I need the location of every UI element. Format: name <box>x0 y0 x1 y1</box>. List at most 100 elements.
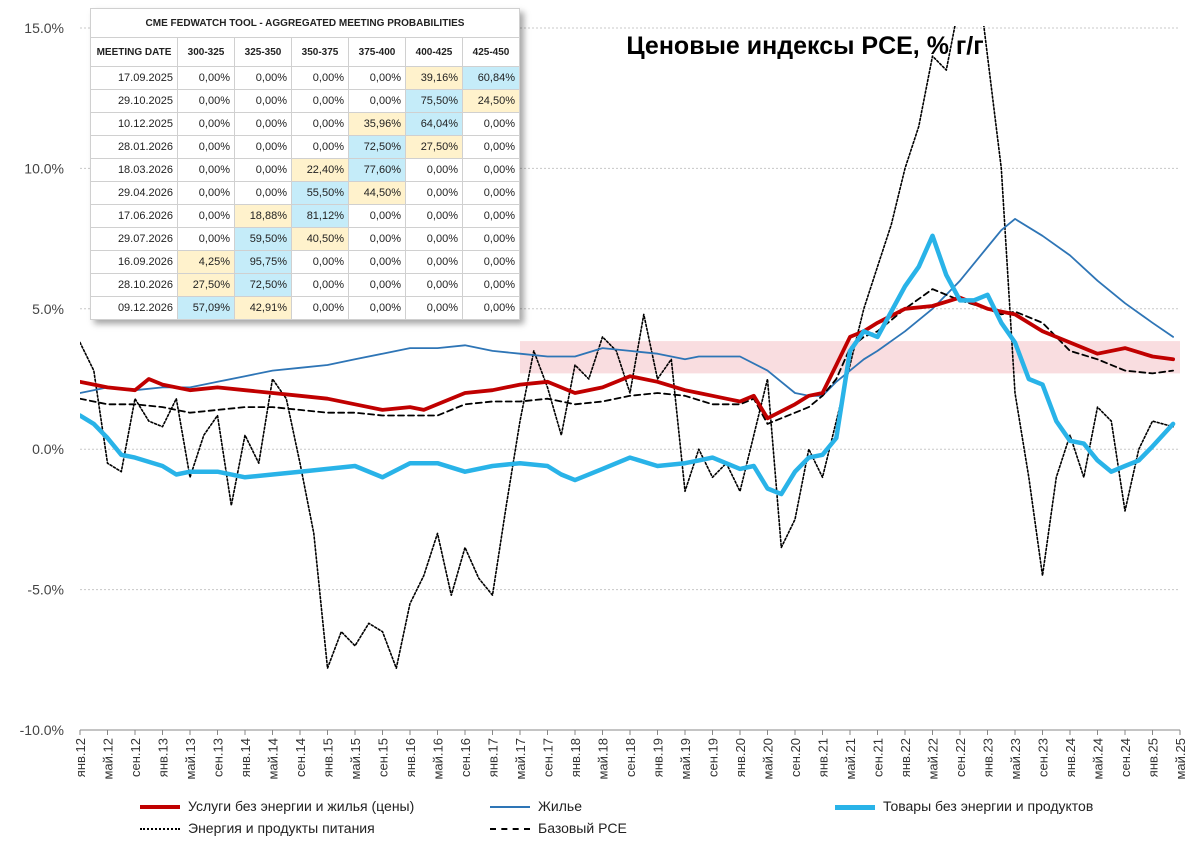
probability-cell: 44,50% <box>348 181 406 205</box>
table-row: 28.01.2026 0,00% 0,00% 0,00% 72,50% 27,50% 0,0… <box>90 135 520 159</box>
probability-cell: 0,00% <box>405 158 463 182</box>
legend-goods-label: Товары без энергии и продуктов <box>883 798 1094 814</box>
legend-core-swatch <box>490 828 530 831</box>
probability-cell: 72,50% <box>234 273 292 297</box>
header-325-350: 325-350 <box>234 37 292 67</box>
legend-services-label: Услуги без энергии и жилья (цены) <box>188 798 415 814</box>
y-tick-label: 0.0% <box>32 441 64 457</box>
x-tick-label: сен.19 <box>706 738 721 777</box>
meeting-date-cell: 17.09.2025 <box>90 66 178 90</box>
x-tick-label: май.25 <box>1173 738 1188 780</box>
x-tick-label: май.17 <box>513 738 528 780</box>
meeting-date-cell: 28.10.2026 <box>90 273 178 297</box>
meeting-date-cell: 29.07.2026 <box>90 227 178 251</box>
probability-cell: 0,00% <box>405 181 463 205</box>
header-350-375: 350-375 <box>291 37 349 67</box>
probability-cell: 0,00% <box>405 227 463 251</box>
table-row: 29.07.2026 0,00% 59,50% 40,50% 0,00% 0,00% 0,0… <box>90 227 520 251</box>
probability-cell: 0,00% <box>348 66 406 90</box>
probability-cell: 0,00% <box>291 66 349 90</box>
probability-cell: 18,88% <box>234 204 292 228</box>
table-row: 18.03.2026 0,00% 0,00% 22,40% 77,60% 0,00% 0,0… <box>90 158 520 182</box>
x-tick-label: сен.15 <box>376 738 391 777</box>
x-tick-label: янв.19 <box>651 738 666 777</box>
header-meeting-date: MEETING DATE <box>90 37 178 67</box>
x-tick-label: май.12 <box>101 738 116 780</box>
probability-cell: 42,91% <box>234 296 292 320</box>
probability-cell: 0,00% <box>177 204 235 228</box>
header-425-450: 425-450 <box>462 37 520 67</box>
probability-cell: 0,00% <box>348 227 406 251</box>
probability-cell: 27,50% <box>405 135 463 159</box>
table-row: 29.10.2025 0,00% 0,00% 0,00% 0,00% 75,50% 24,5… <box>90 89 520 113</box>
probability-cell: 0,00% <box>405 273 463 297</box>
probability-cell: 0,00% <box>348 204 406 228</box>
x-tick-label: сен.21 <box>871 738 886 777</box>
fedwatch-table: CME FEDWATCH TOOL - AGGREGATED MEETING P… <box>90 8 520 320</box>
probability-cell: 0,00% <box>177 89 235 113</box>
probability-cell: 0,00% <box>462 273 520 297</box>
table-row: 29.04.2026 0,00% 0,00% 55,50% 44,50% 0,00% 0,0… <box>90 181 520 205</box>
x-tick-label: май.13 <box>183 738 198 780</box>
y-tick-label: 10.0% <box>24 160 64 176</box>
x-tick-label: янв.13 <box>156 738 171 777</box>
legend-housing-swatch <box>490 806 530 809</box>
probability-cell: 72,50% <box>348 135 406 159</box>
legend-services-swatch <box>140 805 180 810</box>
probability-cell: 0,00% <box>348 89 406 113</box>
x-tick-label: май.18 <box>596 738 611 780</box>
meeting-date-cell: 29.10.2025 <box>90 89 178 113</box>
series-line-energy <box>80 26 1174 670</box>
probability-cell: 0,00% <box>234 66 292 90</box>
probability-cell: 0,00% <box>405 296 463 320</box>
probability-cell: 81,12% <box>291 204 349 228</box>
meeting-date-cell: 09.12.2026 <box>90 296 178 320</box>
probability-cell: 0,00% <box>405 250 463 274</box>
chart-title: Ценовые индексы PCE, % г/г <box>626 32 984 60</box>
legend-services: Услуги без энергии и жилья (цены) <box>140 798 414 814</box>
probability-cell: 0,00% <box>234 181 292 205</box>
probability-cell: 0,00% <box>348 273 406 297</box>
probability-cell: 0,00% <box>177 227 235 251</box>
legend-energy-swatch <box>140 828 180 831</box>
y-tick-label: -10.0% <box>20 722 64 738</box>
x-tick-label: янв.12 <box>73 738 88 777</box>
probability-cell: 35,96% <box>348 112 406 136</box>
probability-cell: 0,00% <box>462 227 520 251</box>
meeting-date-cell: 16.09.2026 <box>90 250 178 274</box>
y-tick-label: 5.0% <box>32 301 64 317</box>
legend-energy-label: Энергия и продукты питания <box>188 820 375 836</box>
probability-cell: 60,84% <box>462 66 520 90</box>
x-tick-label: май.24 <box>1091 738 1106 780</box>
probability-cell: 0,00% <box>291 135 349 159</box>
meeting-date-cell: 29.04.2026 <box>90 181 178 205</box>
probability-cell: 77,60% <box>348 158 406 182</box>
table-row: 28.10.2026 27,50% 72,50% 0,00% 0,00% 0,00% 0,0… <box>90 273 520 297</box>
probability-cell: 0,00% <box>291 89 349 113</box>
probability-cell: 0,00% <box>462 181 520 205</box>
x-tick-label: янв.20 <box>733 738 748 777</box>
table-row: 10.12.2025 0,00% 0,00% 0,00% 35,96% 64,04% 0,0… <box>90 112 520 136</box>
legend-energy: Энергия и продукты питания <box>140 820 375 836</box>
meeting-date-cell: 10.12.2025 <box>90 112 178 136</box>
x-tick-label: янв.15 <box>321 738 336 777</box>
legend-core-label: Базовый PCE <box>538 820 627 836</box>
x-tick-label: янв.16 <box>403 738 418 777</box>
x-tick-label: янв.17 <box>486 738 501 777</box>
probability-cell: 0,00% <box>177 135 235 159</box>
y-tick-label: -5.0% <box>27 582 64 598</box>
x-tick-label: янв.25 <box>1146 738 1161 777</box>
probability-cell: 0,00% <box>405 204 463 228</box>
table-row: 17.06.2026 0,00% 18,88% 81,12% 0,00% 0,00% 0,0… <box>90 204 520 228</box>
x-tick-label: май.22 <box>926 738 941 780</box>
probability-cell: 0,00% <box>177 66 235 90</box>
probability-cell: 0,00% <box>234 89 292 113</box>
x-tick-label: май.14 <box>266 738 281 780</box>
series-line-housing <box>80 217 1174 397</box>
probability-cell: 39,16% <box>405 66 463 90</box>
probability-cell: 95,75% <box>234 250 292 274</box>
x-tick-label: сен.16 <box>458 738 473 777</box>
x-tick-label: янв.18 <box>568 738 583 777</box>
probability-cell: 0,00% <box>462 112 520 136</box>
probability-cell: 0,00% <box>177 158 235 182</box>
